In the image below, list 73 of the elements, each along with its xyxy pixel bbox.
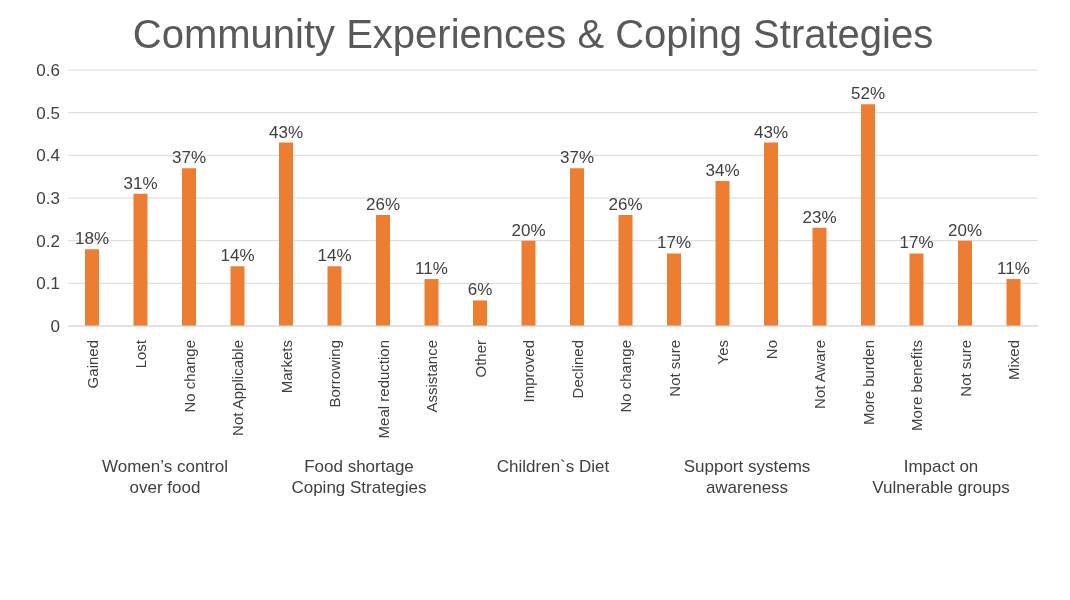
x-tick-label: Borrowing xyxy=(326,340,344,408)
x-tick-label: More benefits xyxy=(908,340,926,431)
data-label: 18% xyxy=(74,229,110,249)
bar xyxy=(521,240,536,326)
x-tick-label: Not Applicable xyxy=(229,340,247,436)
data-label: 11% xyxy=(415,259,448,279)
x-tick-label: No change xyxy=(617,340,635,413)
data-label: 37% xyxy=(171,148,207,168)
data-label: 11% xyxy=(997,259,1030,279)
x-tick-label: Not sure xyxy=(956,340,974,397)
bar xyxy=(958,240,972,326)
bar xyxy=(570,168,584,326)
data-label: 34% xyxy=(705,160,740,180)
text: Women’s control over food xyxy=(101,456,229,498)
data-label: 17% xyxy=(656,233,692,253)
bar xyxy=(861,104,875,326)
bar xyxy=(909,253,924,326)
data-label: 14% xyxy=(317,246,352,266)
bar xyxy=(1006,279,1021,326)
bar xyxy=(182,168,196,326)
x-tick-label: More burden xyxy=(859,340,877,426)
x-tick-label: No change xyxy=(180,340,198,413)
text: Support systems awareness xyxy=(682,456,812,498)
y-tick-label: 0.4 xyxy=(36,146,60,166)
y-tick-label: 0.1 xyxy=(36,274,60,294)
data-label: 17% xyxy=(899,233,934,253)
bar xyxy=(715,180,730,326)
text: Food shortage Coping Strategies xyxy=(290,456,428,498)
bar xyxy=(812,227,827,326)
data-label: 23% xyxy=(802,207,837,227)
data-label: 43% xyxy=(753,122,789,142)
chart-title: Community Experiences & Coping Strategies xyxy=(131,11,935,56)
x-tick-label: Improved xyxy=(520,340,538,403)
bar xyxy=(667,253,681,326)
x-tick-label: Yes xyxy=(714,340,732,365)
x-tick-label: Lost xyxy=(132,339,150,369)
y-tick-label: 0.2 xyxy=(36,231,60,251)
y-tick-label: 0.6 xyxy=(36,61,60,81)
data-label: 43% xyxy=(268,122,304,142)
data-label: 37% xyxy=(559,148,595,168)
bar xyxy=(230,266,245,326)
x-tick-label: Gained xyxy=(83,340,101,389)
x-tick-label: Assistance xyxy=(423,340,441,413)
bar xyxy=(279,142,293,326)
bar xyxy=(85,249,99,326)
text: Children`s Diet xyxy=(495,456,611,478)
x-tick-label: Mixed xyxy=(1005,340,1023,381)
bar xyxy=(133,193,148,326)
text: Impact on Vulnerable groups xyxy=(871,456,1011,498)
x-tick-label: Not Aware xyxy=(811,340,829,409)
bar xyxy=(764,142,778,326)
x-tick-label: Declined xyxy=(568,340,586,399)
x-tick-label: Other xyxy=(471,340,489,378)
bar xyxy=(618,215,633,326)
data-label: 20% xyxy=(947,220,983,240)
bar xyxy=(376,215,390,326)
data-label: 6% xyxy=(467,280,493,300)
data-label: 26% xyxy=(365,195,401,215)
bar xyxy=(424,279,439,326)
data-label: 52% xyxy=(850,84,886,104)
data-label: 26% xyxy=(608,195,643,215)
data-label: 31% xyxy=(123,173,158,193)
y-tick-label: 0.3 xyxy=(36,189,60,209)
y-tick-label: 0 xyxy=(50,317,60,337)
x-tick-label: No xyxy=(762,340,780,360)
bar xyxy=(327,266,342,326)
x-tick-label: Markets xyxy=(277,340,295,394)
bar xyxy=(473,300,487,326)
x-tick-label: Meal reduction xyxy=(374,340,392,439)
data-label: 14% xyxy=(220,246,255,266)
x-tick-label: Not sure xyxy=(665,340,683,397)
y-tick-label: 0.5 xyxy=(36,103,60,123)
data-label: 20% xyxy=(511,220,546,240)
